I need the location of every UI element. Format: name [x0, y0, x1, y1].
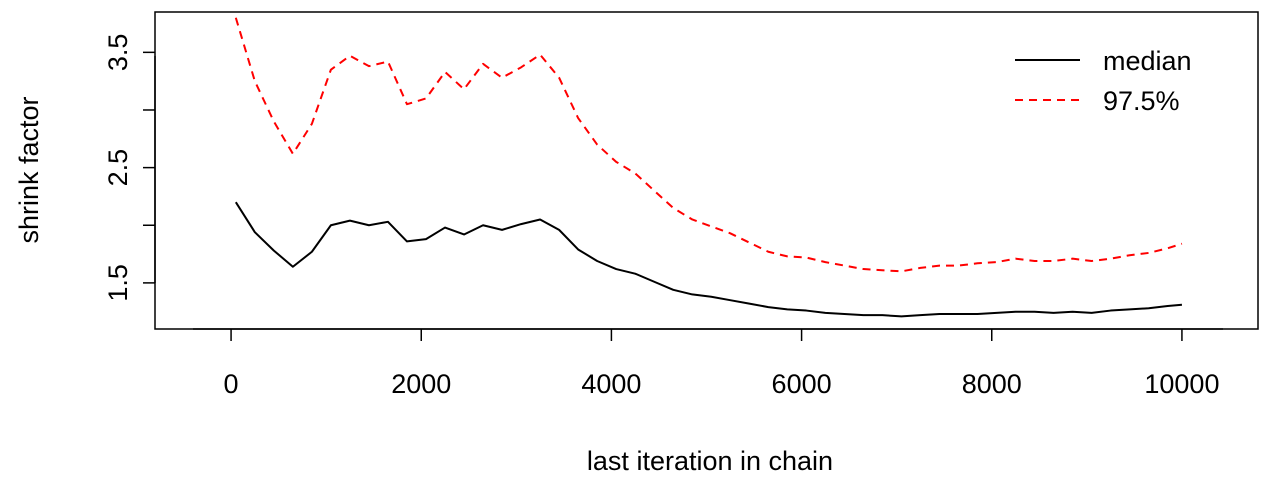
x-tick-label-6000: 6000 — [772, 369, 832, 399]
y-axis: 1.5 2.5 3.5 — [103, 34, 156, 302]
x-tick-label-10000: 10000 — [1144, 369, 1219, 399]
y-tick-label-2-5: 2.5 — [103, 149, 133, 187]
x-tick-label-0: 0 — [224, 369, 239, 399]
legend: median 97.5% — [1015, 46, 1192, 116]
plot-frame — [154, 11, 1259, 330]
x-axis: 0 2000 4000 6000 8000 10000 — [193, 328, 1223, 399]
x-tick-label-2000: 2000 — [391, 369, 451, 399]
y-tick-label-1-5: 1.5 — [103, 264, 133, 302]
x-axis-title: last iteration in chain — [587, 446, 833, 476]
x-tick-label-8000: 8000 — [962, 369, 1022, 399]
legend-label-97-5: 97.5% — [1103, 86, 1180, 116]
series-layer — [234, 17, 1183, 318]
series-line-median — [234, 201, 1183, 318]
y-tick-label-3-5: 3.5 — [103, 34, 133, 72]
x-tick-label-4000: 4000 — [581, 369, 641, 399]
legend-label-median: median — [1103, 46, 1192, 76]
series-line-97-5 — [234, 17, 1183, 273]
y-axis-title: shrink factor — [14, 96, 44, 243]
